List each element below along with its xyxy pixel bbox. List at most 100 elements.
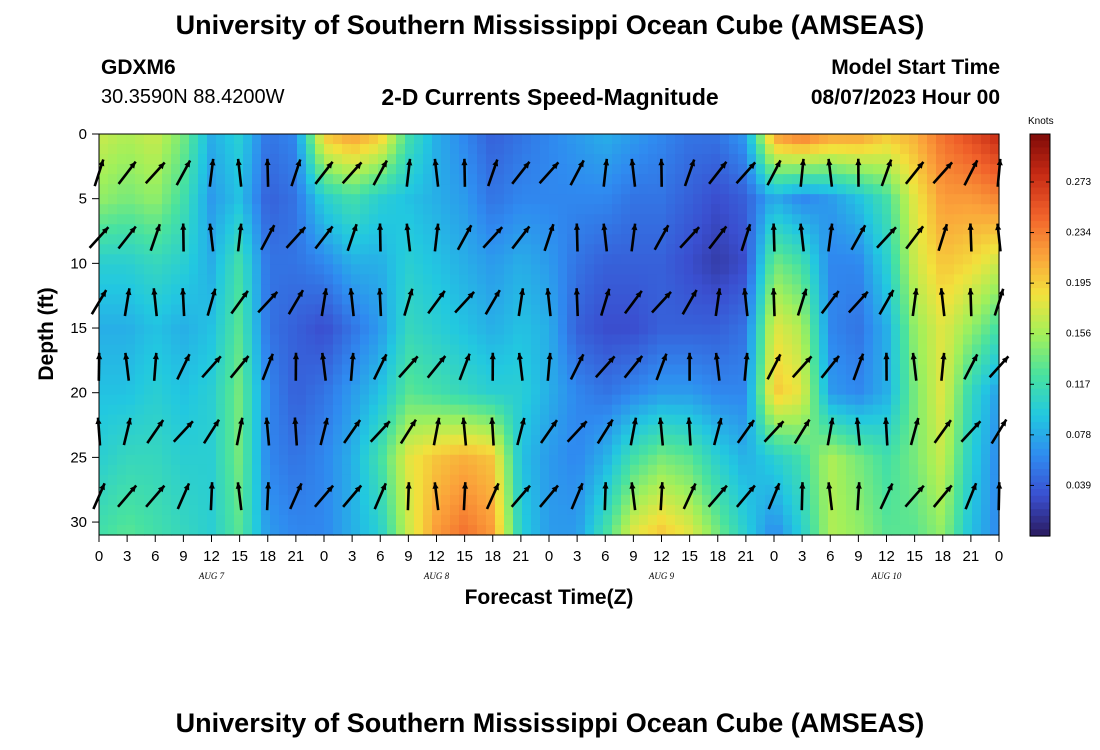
heatmap-cell [261,354,271,366]
heatmap-cell [441,464,451,476]
heatmap-cell [873,144,883,155]
heatmap-cell [486,314,496,326]
heatmap-cell [972,134,982,145]
heatmap-cell [252,484,262,496]
heatmap-cell [567,434,577,446]
heatmap-cell [468,334,478,346]
heatmap-cell [738,204,748,215]
heatmap-cell [792,514,802,526]
heatmap-cell [378,364,388,376]
heatmap-cell [225,174,235,185]
heatmap-cell [477,354,487,366]
heatmap-cell [972,274,982,285]
heatmap-cell [513,204,523,215]
heatmap-cell [504,344,514,356]
heatmap-cell [936,294,946,306]
heatmap-cell [225,514,235,526]
heatmap-cell [531,484,541,496]
heatmap-cell [846,284,856,296]
heatmap-cell [315,144,325,155]
heatmap-cell [720,294,730,306]
heatmap-cell [927,394,937,406]
heatmap-cell [819,484,829,496]
heatmap-cell [531,414,541,426]
heatmap-cell [189,144,199,155]
heatmap-cell [792,204,802,215]
heatmap-cell [891,464,901,476]
heatmap-cell [207,464,217,476]
heatmap-cell [342,464,352,476]
heatmap-cell [765,454,775,466]
heatmap-cell [351,144,361,155]
heatmap-cell [567,244,577,255]
heatmap-cell [765,514,775,526]
heatmap-cell [216,444,226,456]
heatmap-cell [927,204,937,215]
heatmap-cell [801,494,811,506]
heatmap-cell [936,394,946,406]
heatmap-cell [873,314,883,326]
heatmap-cell [135,514,145,526]
heatmap-cell [504,284,514,296]
heatmap-cell [918,344,928,356]
heatmap-cell [783,294,793,306]
heatmap-cell [189,334,199,346]
heatmap-cell [288,274,298,285]
current-arrow-head [354,420,361,427]
heatmap-cell [189,214,199,225]
heatmap-cell [135,294,145,306]
heatmap-cell [540,174,550,185]
current-arrow-head [354,485,362,493]
heatmap-cell [486,424,496,436]
heatmap-cell [783,184,793,195]
heatmap-cell [945,424,955,436]
heatmap-cell [648,454,658,466]
heatmap-cell [639,264,649,275]
heatmap-cell [936,264,946,275]
heatmap-cell [477,154,487,165]
heatmap-cell [774,264,784,275]
heatmap-cell [288,344,298,356]
x-tick-label: 18 [259,548,276,565]
heatmap-cell [414,484,424,496]
current-arrow-head [748,162,756,170]
heatmap-cell [171,444,181,456]
heatmap-cell [846,184,856,195]
heatmap-cell [612,474,622,486]
colorbar-step [1030,522,1050,530]
colorbar-step [1030,214,1050,222]
heatmap-cell [765,324,775,336]
heatmap-cell [927,254,937,265]
current-arrow-head [295,159,302,167]
heatmap-cell [792,234,802,245]
heatmap-cell [333,244,343,255]
heatmap-cell [846,374,856,386]
heatmap-cell [603,184,613,195]
heatmap-cell [927,304,937,316]
heatmap-cell [792,444,802,456]
heatmap-cell [288,184,298,195]
heatmap-cell [360,294,370,306]
heatmap-cell [873,474,883,486]
heatmap-cell [747,514,757,526]
heatmap-cell [495,334,505,346]
heatmap-cell [477,184,487,195]
heatmap-cell [405,144,415,155]
heatmap-cell [819,514,829,526]
heatmap-cell [549,424,559,436]
heatmap-cell [891,214,901,225]
heatmap-cell [396,264,406,275]
heatmap-cell [135,204,145,215]
heatmap-cell [819,394,829,406]
heatmap-cell [954,284,964,296]
heatmap-cell [459,324,469,336]
heatmap-cell [369,174,379,185]
heatmap-cell [891,424,901,436]
heatmap-cell [360,404,370,416]
heatmap-cell [279,394,289,406]
current-arrow-head [152,352,159,360]
heatmap-cell [549,344,559,356]
heatmap-cell [459,254,469,265]
heatmap-cell [495,474,505,486]
heatmap-cell [972,504,982,516]
